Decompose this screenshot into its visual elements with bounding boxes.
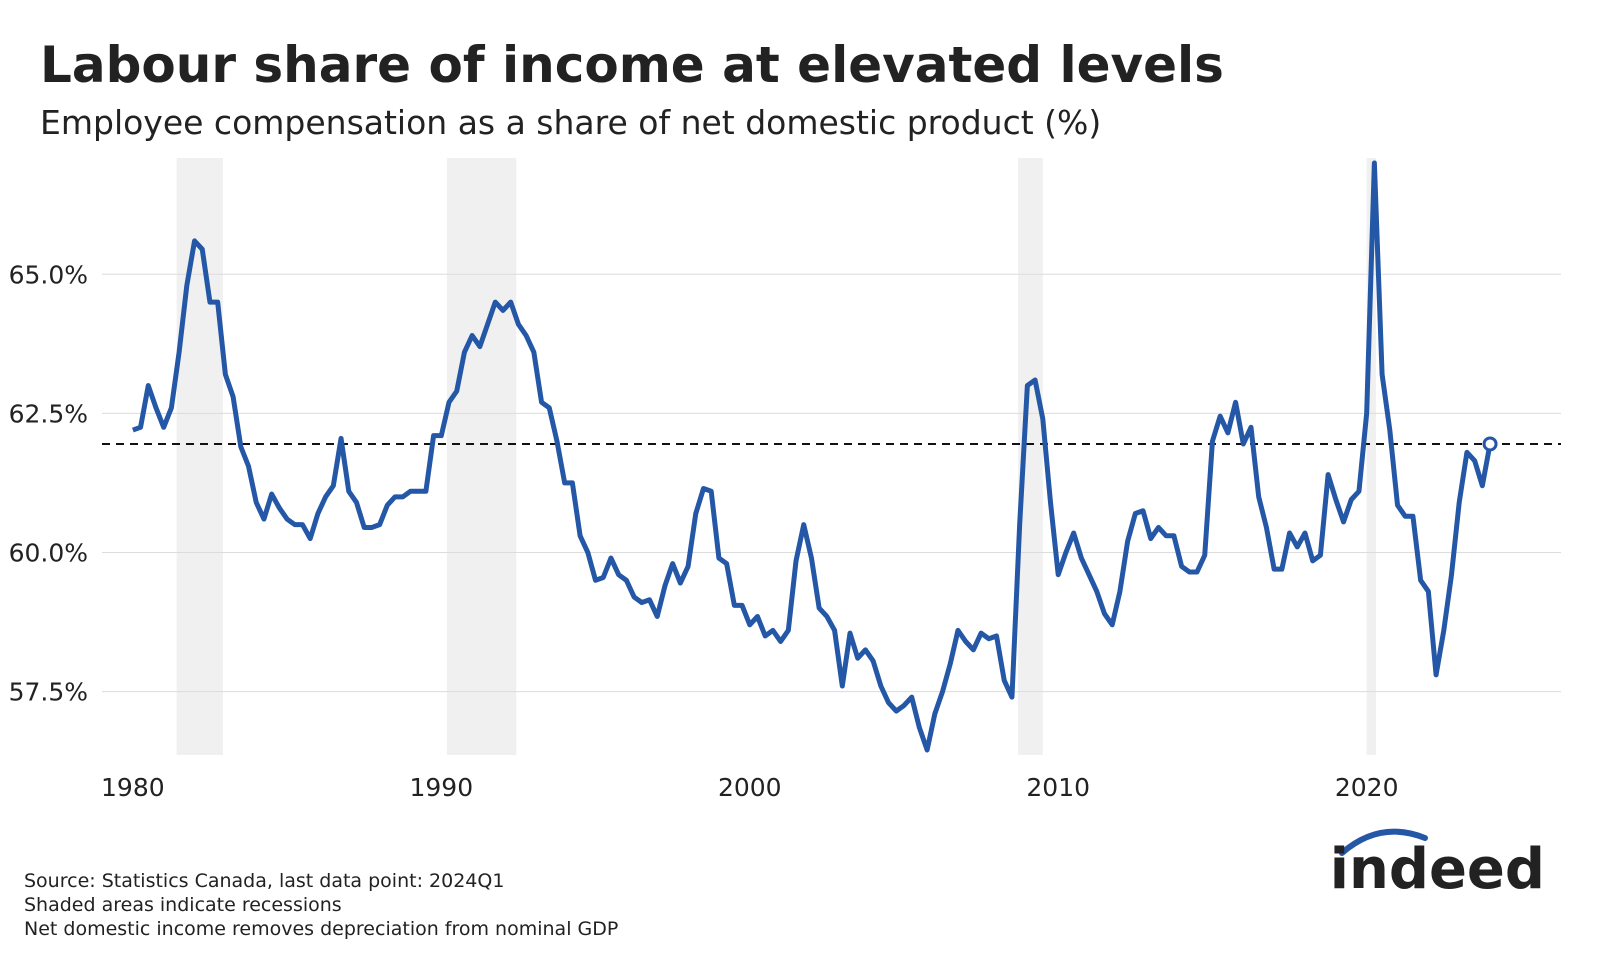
y-tick-label: 62.5% — [9, 399, 88, 428]
logo: indeed — [1330, 837, 1545, 902]
chart-subtitle: Employee compensation as a share of net … — [40, 103, 1101, 142]
y-tick-label: 57.5% — [9, 678, 88, 707]
chart-title: Labour share of income at elevated level… — [40, 36, 1224, 94]
logo-arc — [1339, 828, 1428, 856]
note: Shaded areas indicate recessions — [24, 894, 342, 916]
recession-band — [446, 158, 517, 755]
last-point — [1482, 436, 1498, 452]
data-line — [132, 160, 1493, 753]
x-tick-label: 2000 — [718, 773, 782, 802]
note: Net domestic income removes depreciation… — [24, 918, 618, 940]
recession-band — [1366, 158, 1376, 755]
y-tick-label: 60.0% — [9, 538, 88, 567]
x-tick-label: 2020 — [1335, 773, 1399, 802]
note: Source: Statistics Canada, last data poi… — [24, 870, 504, 892]
recession-band — [176, 158, 223, 755]
y-tick-label: 65.0% — [9, 260, 88, 289]
x-tick-label: 1980 — [101, 773, 165, 802]
x-tick-label: 1990 — [409, 773, 473, 802]
x-tick-label: 2010 — [1026, 773, 1090, 802]
